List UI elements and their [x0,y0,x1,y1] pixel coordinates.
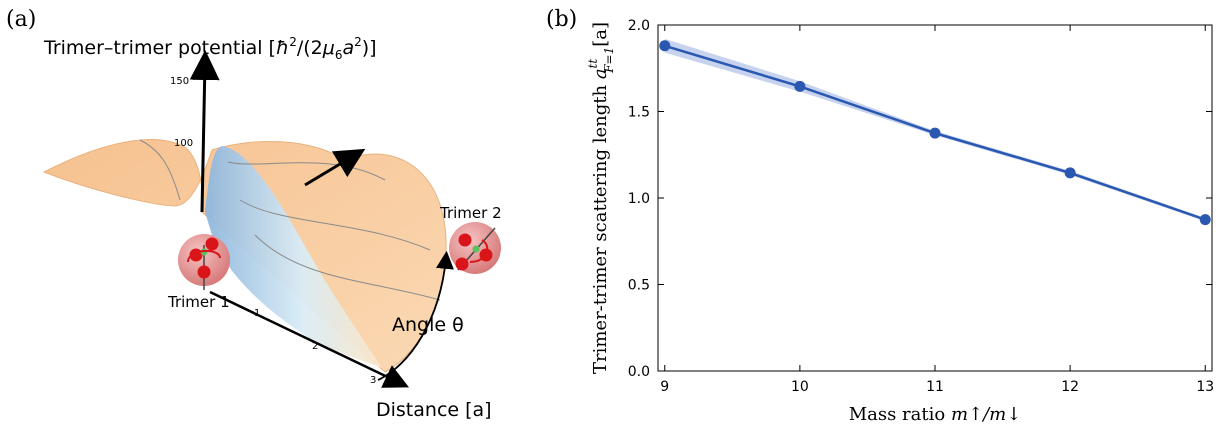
distance-axis-label: Distance [a] [376,399,492,421]
panel-b-label: (b) [546,7,577,32]
angle-axis-label: Angle θ [392,314,464,336]
distance-tick-1: 1 [254,308,260,319]
potential-ridge [205,146,382,368]
data-point [659,40,671,52]
y-tick-label: 0.5 [628,278,650,294]
distance-axis [209,290,410,388]
distance-tick-2: 2 [312,341,318,352]
panel-a-label: (a) [6,7,36,32]
data-point [1064,167,1076,179]
axis-ticks: 9 10 11 12 13 0.0 0.5 1.0 1.5 2.0 [628,18,1214,395]
contour-line [239,199,431,251]
panel-a: (a) Trimer–trimer potential [ħ2/(2μ6a2)]… [0,0,540,435]
y-tick-label: 1.0 [628,191,650,207]
x-tick-label: 13 [1196,379,1214,395]
trimer-2-glyph [449,222,501,274]
angle-axis-arrow [304,148,366,187]
y-axis-label: Trimer-trimer scattering length att F=1[a… [586,22,616,374]
plot-frame [657,24,1213,372]
scattering-length-chart: (b) 9 10 11 12 13 0.0 0.5 1.0 1.5 2.0 Trimer-trim… [546,7,1214,425]
angle-arc [377,250,454,381]
y-tick-label: 1.5 [628,105,650,121]
trimer-2-label: Trimer 2 [439,204,502,222]
x-axis-label: Mass ratio m↑/m↓ [849,404,1022,425]
data-point [929,127,941,139]
y-tick-label: 2.0 [628,18,650,34]
x-tick-label: 9 [660,379,669,395]
contour-line [254,234,441,301]
trimer-1-glyph [178,234,230,290]
contour-line [227,161,386,181]
data-points [659,40,1211,226]
x-tick-label: 11 [926,379,944,395]
potential-illustration: (a) Trimer–trimer potential [ħ2/(2μ6a2)]… [6,7,502,421]
panel-b: (b) 9 10 11 12 13 0.0 0.5 1.0 1.5 2.0 Trimer-trim… [540,0,1228,435]
y-tick-label: 0.0 [628,364,650,380]
potential-z-axis [189,50,220,213]
x-tick-label: 12 [1061,379,1079,395]
contour-line [139,139,181,201]
data-point [1199,214,1211,226]
potential-axis-title: Trimer–trimer potential [ħ2/(2μ6a2)] [43,35,377,62]
distance-tick-3: 3 [370,375,376,386]
x-tick-label: 10 [791,379,809,395]
data-point [794,80,806,92]
trimer-1-label: Trimer 1 [167,293,230,311]
z-tick-100: 100 [174,138,193,149]
z-tick-150: 150 [170,76,189,87]
